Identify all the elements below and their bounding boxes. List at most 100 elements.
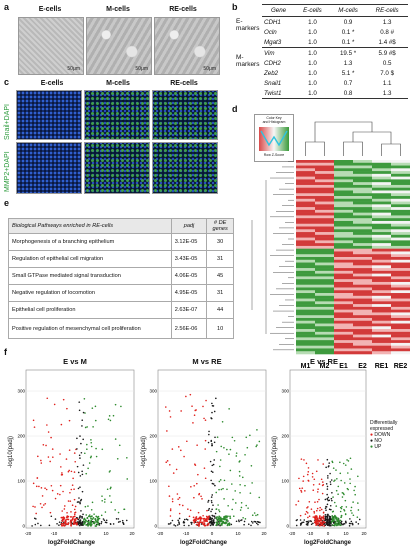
volcano-point (215, 524, 218, 527)
volcano-point (83, 452, 86, 455)
caption-re-cells: RE-cells (170, 80, 198, 87)
heatmap-cell (296, 220, 315, 225)
table-header-row: Biological Pathways enriched in RE-cells… (8, 218, 234, 234)
heatmap-cell (315, 190, 334, 194)
volcano-point (196, 482, 198, 485)
volcano-point (215, 508, 218, 510)
volcano-point (104, 511, 107, 513)
volcano-point (347, 460, 350, 462)
volcano-point (325, 522, 328, 525)
volcano-point (210, 518, 213, 521)
volcano-point (110, 486, 112, 489)
volcano-point (354, 493, 356, 496)
volcano-point (34, 523, 37, 526)
color-key-title: Color Key and Histogram (262, 116, 286, 124)
volcano-point (170, 522, 172, 524)
volcano-point (199, 516, 202, 519)
volcano-point (244, 484, 246, 487)
volcano-point (318, 498, 320, 501)
volcano-point (84, 505, 87, 508)
volcano-point (49, 460, 51, 463)
volcano-point (332, 496, 334, 498)
heatmap-cell (391, 337, 410, 341)
volcano-point (103, 519, 106, 522)
volcano-point (353, 489, 355, 492)
volcano-point (89, 515, 92, 518)
volcano-point (223, 522, 226, 524)
volcano-point (211, 482, 214, 485)
volcano-point (316, 500, 319, 503)
volcano-point (125, 519, 128, 522)
volcano-point (342, 492, 345, 495)
volcano-point (340, 521, 342, 524)
volcano-point (326, 520, 329, 523)
volcano-point (330, 508, 332, 511)
x-tick-label: 20 (261, 531, 267, 536)
volcano-point (176, 493, 179, 495)
volcano-point (205, 517, 208, 520)
panel-label-a: a (4, 2, 10, 12)
heatmap-cell (391, 162, 410, 166)
volcano-point (198, 521, 201, 524)
heatmap-cell (372, 290, 391, 294)
volcano-point (36, 477, 39, 479)
heatmap-cell (296, 243, 315, 247)
heatmap-cell (296, 345, 315, 349)
volcano-point (302, 521, 305, 524)
volcano-point (83, 518, 86, 521)
heatmap-cell (372, 176, 391, 180)
color-key: Color Key and Histogram Row Z-Score (254, 114, 294, 162)
volcano-point (226, 488, 228, 491)
heatmap-cell (315, 290, 334, 294)
y-tick-label: 200 (17, 434, 25, 439)
heatmap-cell (315, 184, 334, 189)
volcano-point (62, 524, 65, 527)
volcano-point (307, 471, 310, 473)
volcano-point (61, 510, 64, 512)
volcano-point (213, 410, 216, 413)
heatmap-cell (353, 257, 372, 261)
volcano-point (63, 508, 66, 510)
volcano-point (39, 502, 42, 505)
heatmap-cell (372, 240, 391, 244)
heatmap-cell (353, 315, 372, 319)
heatmap-cell (372, 251, 391, 255)
heatmap-cell (391, 320, 410, 324)
volcano-point (203, 467, 206, 469)
volcano-point (74, 519, 77, 522)
legend-label: DOWN (374, 432, 391, 438)
volcano-point (80, 498, 83, 501)
header-m-cells: M-cells (329, 4, 367, 17)
heatmap-cell (353, 229, 372, 233)
volcano-point (59, 493, 61, 496)
heatmap-cell (296, 187, 315, 191)
volcano-point (204, 520, 207, 523)
volcano-point (255, 514, 257, 517)
volcano-point (215, 397, 217, 400)
heatmap-cell (334, 160, 353, 164)
x-tick-label: -20 (289, 531, 296, 536)
heatmap-cell (353, 162, 372, 166)
value-cell: 19.5 * (339, 49, 357, 57)
heatmap-cell (391, 329, 410, 333)
volcano-point (90, 455, 92, 458)
heatmap-cell (372, 326, 391, 330)
volcano-point (100, 521, 103, 523)
heatmap-cell (372, 340, 391, 344)
heatmap-cell (296, 248, 315, 252)
heatmap-cell (391, 176, 410, 180)
heatmap-cell (334, 243, 353, 247)
volcano-point (208, 433, 210, 436)
volcano-point (195, 523, 198, 526)
heatmap-cell (372, 309, 391, 313)
volcano-point (70, 522, 72, 525)
volcano-point (350, 520, 353, 523)
heatmap-cell (391, 193, 410, 197)
volcano-point (189, 509, 192, 512)
table-row: Vim 1.0 19.5 * 5.9 #$ (262, 48, 408, 59)
volcano-point (210, 499, 213, 502)
volcano-point (334, 479, 336, 481)
volcano-point (234, 502, 237, 504)
volcano-point (300, 489, 302, 492)
volcano-point (166, 430, 168, 432)
